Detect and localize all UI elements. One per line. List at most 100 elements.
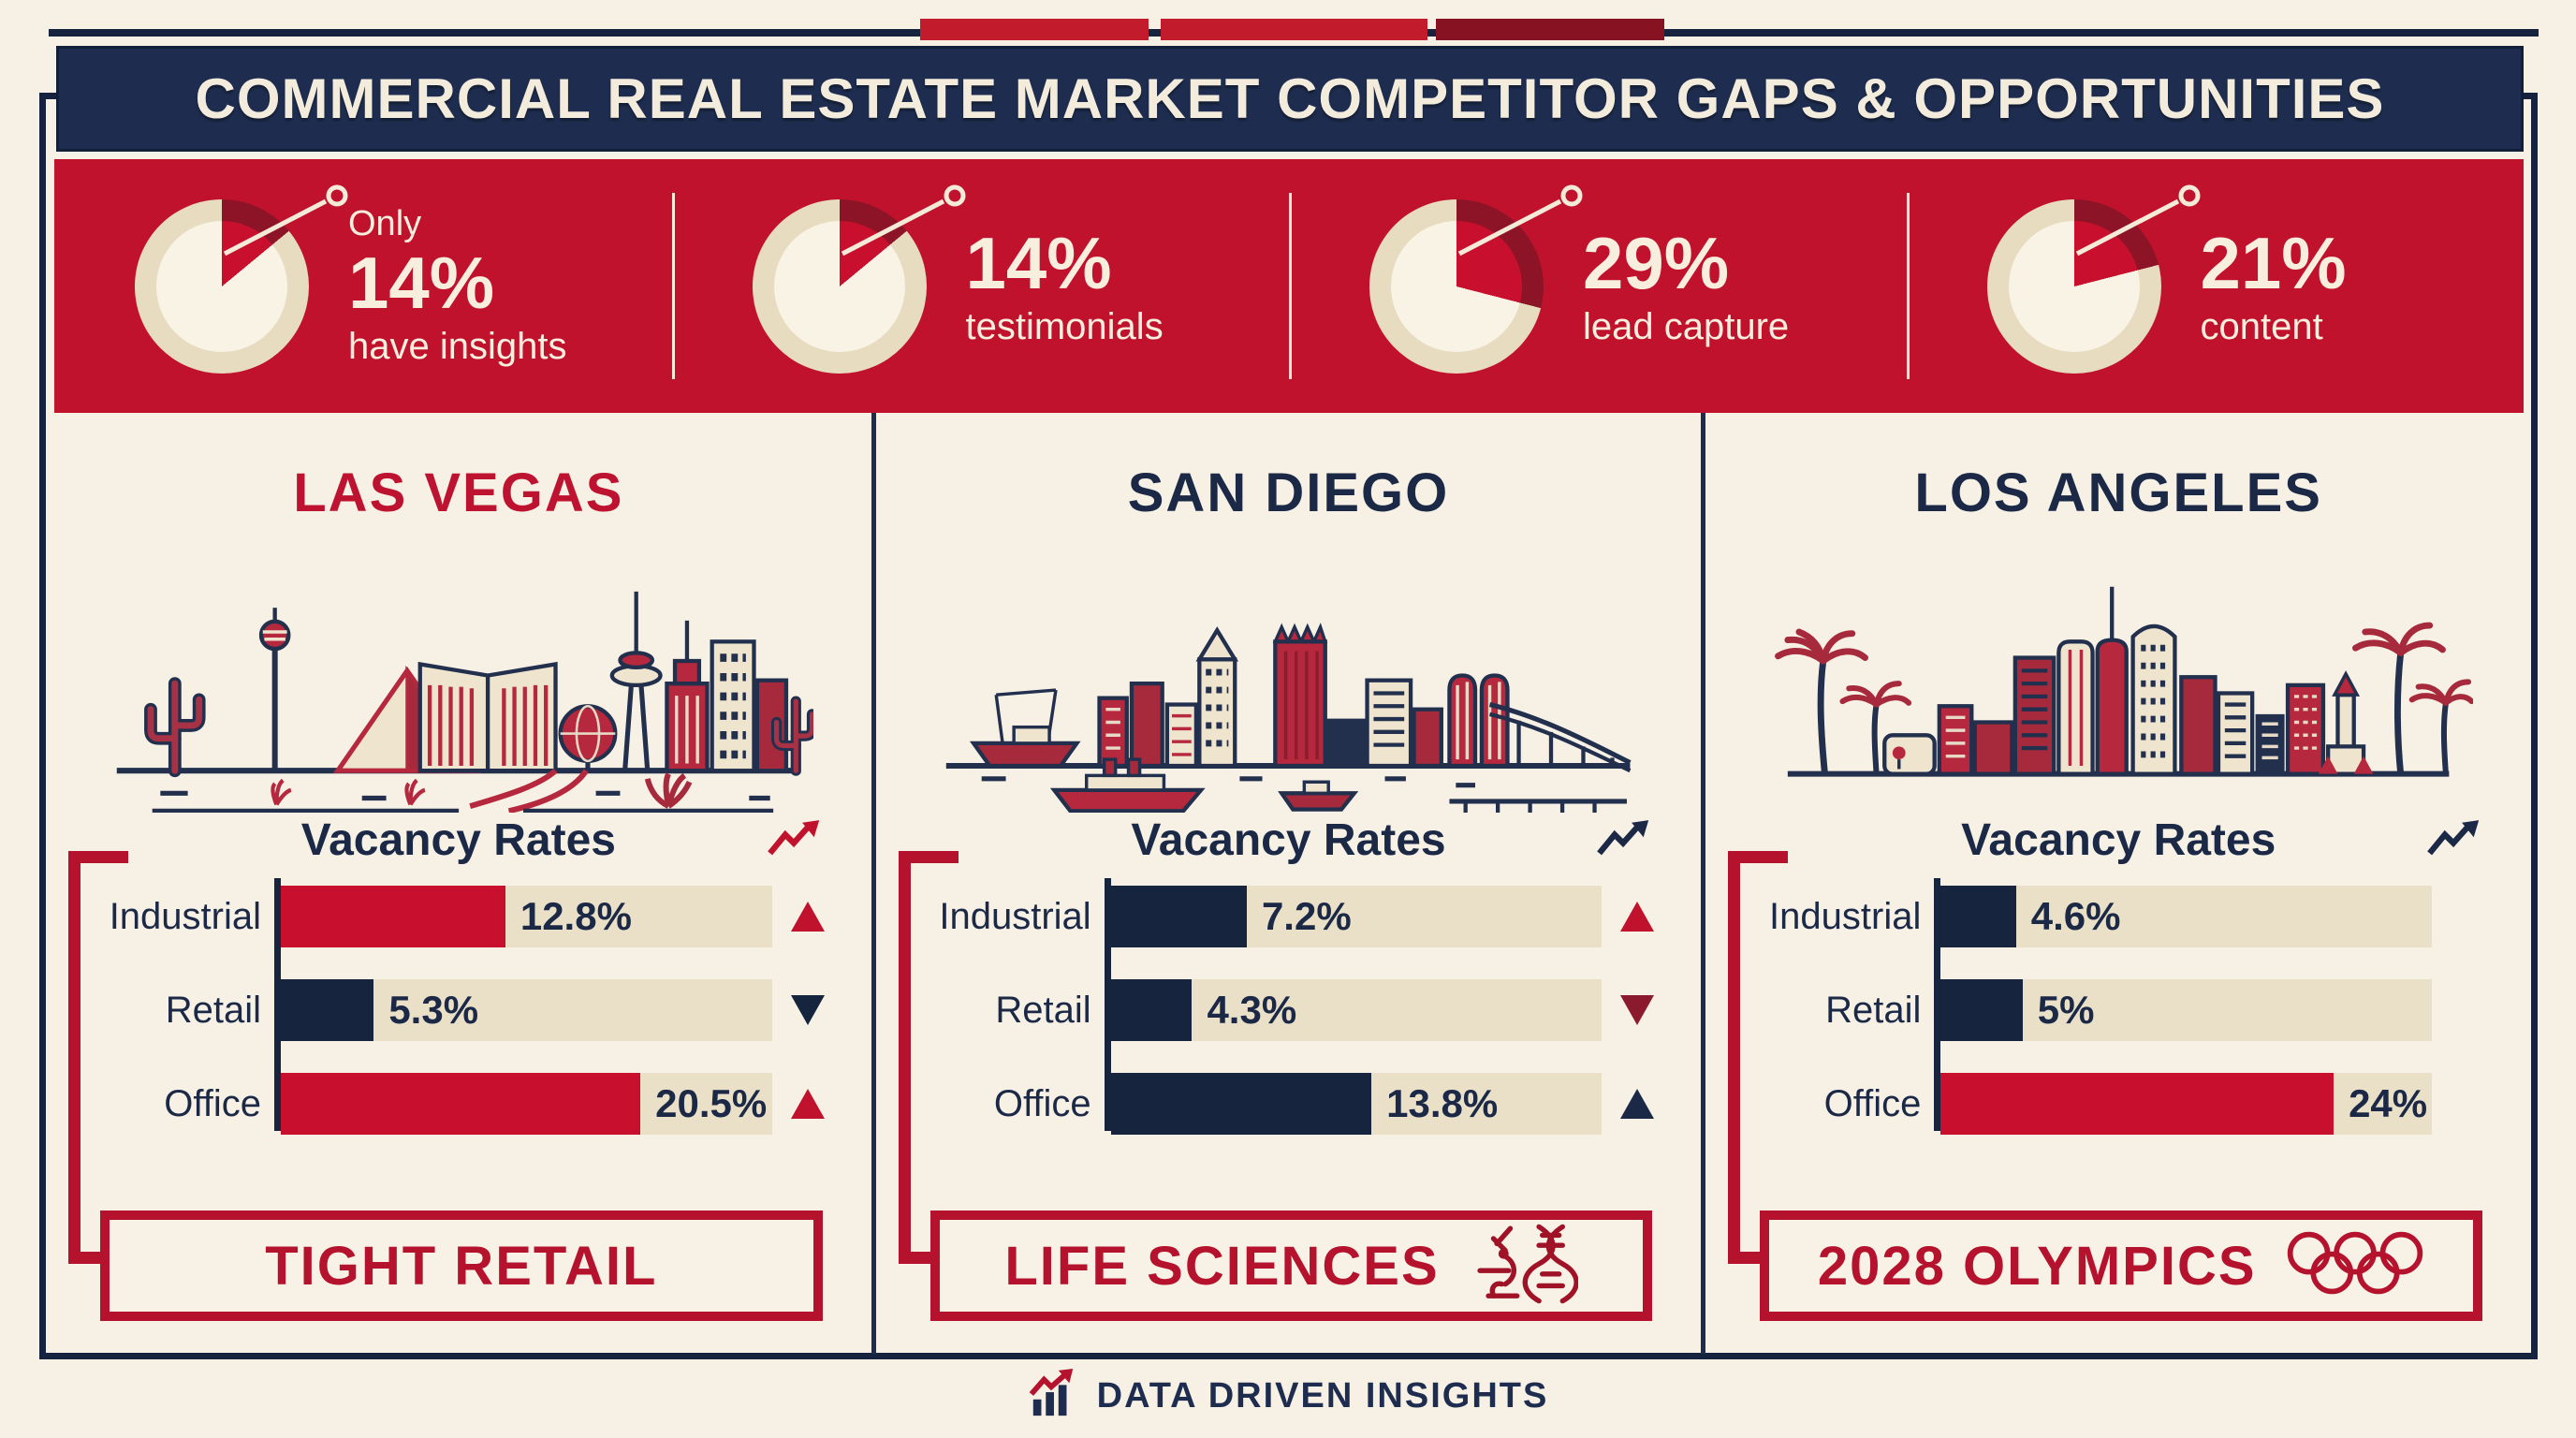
- bar-fill: [281, 886, 505, 947]
- stat-prefix: Only: [348, 203, 422, 243]
- trend-arrow-icon: [790, 902, 825, 932]
- chart-axis: [1934, 878, 1941, 1131]
- bar-value: 4.6%: [2030, 894, 2121, 938]
- pie-chart: [135, 184, 348, 374]
- bar-value: 5.3%: [388, 988, 479, 1032]
- trend-arrow-icon: [790, 1089, 825, 1119]
- chart-header: Vacancy Rates: [923, 814, 1655, 873]
- bar-label: Industrial: [939, 895, 1091, 937]
- chart-axis: [274, 878, 281, 1131]
- opportunity-callout: LIFE SCIENCES: [929, 1211, 1653, 1321]
- pie-core: [2008, 220, 2140, 352]
- bar-track: 12.8%: [281, 886, 772, 947]
- stat-value: 14%: [965, 221, 1112, 304]
- bar-row: Retail 5.3%: [93, 979, 825, 1041]
- bar-value: 13.8%: [1386, 1081, 1499, 1125]
- footer: DATA DRIVEN INSIGHTS: [0, 1369, 2576, 1424]
- microscope-dna-icon: [1468, 1222, 1579, 1311]
- bar-row: Industrial 4.6%: [1752, 886, 2484, 947]
- top-accent-block: [920, 19, 1149, 40]
- stat-label: lead capture: [1583, 306, 1790, 348]
- pie-core: [1391, 220, 1522, 352]
- stat-text: 14% testimonials: [965, 221, 1164, 347]
- chart-rows: Industrial 7.2% Retail 4.3%: [923, 878, 1655, 1135]
- pie-callout-line: [841, 184, 965, 256]
- city-section-los-angeles: LOS ANGELES: [1701, 413, 2531, 1354]
- trending-up-icon: [767, 818, 821, 864]
- stat-value: 21%: [2200, 221, 2347, 304]
- bar-label: Retail: [1825, 989, 1922, 1031]
- bar-row: Office 24%: [1752, 1073, 2484, 1135]
- bar-label: Retail: [995, 989, 1091, 1031]
- stat-label: content: [2200, 306, 2323, 348]
- bar-value: 24%: [2349, 1081, 2428, 1125]
- callout-bracket: [68, 851, 128, 1252]
- pie-chart: [1369, 184, 1583, 374]
- bar-fill: [281, 979, 374, 1041]
- city-section-san-diego: SAN DIEGO: [871, 413, 1702, 1354]
- bar-label: Industrial: [1769, 895, 1922, 937]
- bar-row: Office 13.8%: [923, 1073, 1655, 1135]
- stat-value: 14%: [348, 241, 495, 324]
- city-section-las-vegas: LAS VEGAS: [46, 413, 871, 1354]
- stat-item-insights: Only 14% have insights: [54, 159, 672, 413]
- las-vegas-skyline-illustration: [116, 591, 813, 813]
- trend-arrow-icon: [1620, 995, 1655, 1025]
- pie-core: [773, 220, 905, 352]
- bar-chart-logo-icon: [1028, 1369, 1078, 1424]
- bar-label: Office: [993, 1082, 1091, 1124]
- bar-fill: [1110, 886, 1247, 947]
- olympic-rings-icon: [2285, 1228, 2425, 1304]
- trend-arrow-icon: [790, 995, 825, 1025]
- chart-title: Vacancy Rates: [1131, 815, 1446, 865]
- trending-up-icon: [1596, 818, 1650, 864]
- stat-value: 29%: [1583, 221, 1730, 304]
- bar-fill: [1940, 1073, 2334, 1135]
- chart-title: Vacancy Rates: [1961, 815, 2276, 865]
- top-accent-block: [1436, 19, 1664, 40]
- bar-value: 7.2%: [1261, 894, 1352, 938]
- pie-callout-line: [2075, 184, 2200, 256]
- pie-callout-line: [223, 184, 348, 256]
- bar-value: 4.3%: [1207, 988, 1297, 1032]
- bar-row: Industrial 12.8%: [93, 886, 825, 947]
- trending-up-icon: [2426, 818, 2481, 864]
- bar-label: Retail: [165, 989, 261, 1031]
- stat-text: Only 14% have insights: [348, 203, 566, 367]
- bar-track: 4.6%: [1940, 886, 2433, 947]
- bar-track: 13.8%: [1110, 1073, 1603, 1135]
- chart-rows: Industrial 4.6% Retail 5%: [1752, 878, 2484, 1135]
- chart-axis: [1104, 878, 1111, 1131]
- pie-chart: [1986, 184, 2200, 374]
- bar-label: Industrial: [109, 895, 261, 937]
- stat-item-lead-capture: 29% lead capture: [1289, 159, 1907, 413]
- opportunity-callout: TIGHT RETAIL: [100, 1211, 823, 1321]
- stats-banner: Only 14% have insights 14% testimonials: [54, 159, 2524, 413]
- bar-value: 20.5%: [655, 1081, 768, 1125]
- chart-rows: Industrial 12.8% Retail 5.3%: [93, 878, 825, 1135]
- pie-callout-line: [1457, 184, 1583, 256]
- bar-value: 12.8%: [520, 894, 632, 938]
- bar-label: Office: [164, 1082, 261, 1124]
- callout-bracket: [1728, 851, 1789, 1252]
- bar-fill: [1940, 886, 2016, 947]
- top-accent-block: [1161, 19, 1427, 40]
- bar-row: Retail 5%: [1752, 979, 2484, 1041]
- callout-label: 2028 OLYMPICS: [1817, 1235, 2257, 1297]
- bar-row: Retail 4.3%: [923, 979, 1655, 1041]
- bar-track: 4.3%: [1110, 979, 1603, 1041]
- city-title: SAN DIEGO: [1127, 462, 1450, 523]
- opportunity-callout: 2028 OLYMPICS: [1760, 1211, 2483, 1321]
- bar-track: 5%: [1940, 979, 2433, 1041]
- bar-track: 24%: [1940, 1073, 2433, 1135]
- bar-track: 7.2%: [1110, 886, 1603, 947]
- bar-fill: [1110, 1073, 1372, 1135]
- callout-label: TIGHT RETAIL: [265, 1235, 658, 1297]
- vacancy-chart: Vacancy Rates Industrial 7.2%: [876, 814, 1702, 1135]
- trend-arrow-icon: [1620, 902, 1655, 932]
- los-angeles-skyline-illustration: [1775, 586, 2474, 777]
- chart-title: Vacancy Rates: [300, 815, 616, 865]
- trend-arrow-icon: [1620, 1089, 1655, 1119]
- bar-row: Office 20.5%: [93, 1073, 825, 1135]
